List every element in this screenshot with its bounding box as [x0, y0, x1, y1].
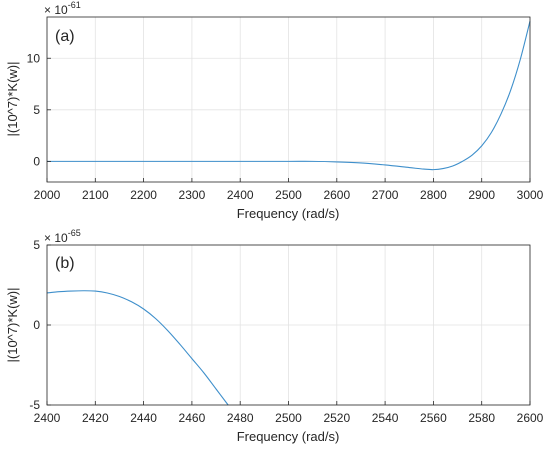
y-axis-label: |(10^7)*K(w)|	[5, 288, 20, 363]
panel-a: 2000 2100 2200 2300 2400 2500 2600 2700 2800 2900…	[5, 0, 544, 221]
y-axis-label: |(10^7)*K(w)|	[5, 62, 20, 137]
x-axis-label: Frequency (rad/s)	[237, 206, 340, 221]
x-tick-label: 2200	[130, 188, 157, 202]
exponent-label: × 10-65	[44, 228, 81, 245]
y-tick-label: -5	[29, 398, 40, 412]
panel-label: (a)	[55, 28, 75, 45]
x-tick-label: 2420	[82, 411, 109, 425]
y-tick-label: 10	[27, 51, 41, 65]
x-tick-label: 2600	[323, 188, 350, 202]
tick-marks	[46, 244, 531, 406]
x-tick-labels: 2000 2100 2200 2300 2400 2500 2600 2700 2800 2900…	[34, 188, 544, 202]
x-tick-label: 3000	[517, 188, 544, 202]
x-tick-label: 2520	[323, 411, 350, 425]
x-tick-label: 2500	[275, 188, 302, 202]
x-tick-label: 2580	[468, 411, 495, 425]
y-tick-label: 0	[33, 154, 40, 168]
panel-b: 2400 2420 2440 2460 2480 2500 2520 2540 2560 2580…	[5, 228, 544, 444]
x-tick-label: 2100	[82, 188, 109, 202]
tick-marks	[46, 57, 531, 182]
x-tick-label: 2400	[34, 411, 61, 425]
series-line	[46, 290, 229, 406]
x-tick-label: 2500	[275, 411, 302, 425]
x-tick-labels: 2400 2420 2440 2460 2480 2500 2520 2540 2560 2580…	[34, 411, 544, 425]
x-tick-label: 2440	[130, 411, 157, 425]
x-axis-label: Frequency (rad/s)	[237, 429, 340, 444]
x-tick-label: 2400	[227, 188, 254, 202]
x-tick-label: 2800	[420, 188, 447, 202]
y-tick-labels: -5 0 5	[29, 238, 40, 412]
x-tick-label: 2600	[517, 411, 544, 425]
x-tick-label: 2300	[179, 188, 206, 202]
y-tick-labels: 0 5 10	[27, 51, 41, 168]
x-tick-label: 2700	[372, 188, 399, 202]
y-tick-label: 5	[33, 103, 40, 117]
x-tick-label: 2540	[372, 411, 399, 425]
x-tick-label: 2000	[34, 188, 61, 202]
y-tick-label: 5	[33, 238, 40, 252]
x-tick-label: 2460	[179, 411, 206, 425]
series-line	[47, 20, 531, 171]
x-tick-label: 2480	[227, 411, 254, 425]
y-tick-label: 0	[33, 318, 40, 332]
panel-label: (b)	[55, 255, 75, 272]
x-tick-label: 2560	[420, 411, 447, 425]
exponent-label: × 10-61	[44, 0, 81, 17]
x-tick-label: 2900	[468, 188, 495, 202]
